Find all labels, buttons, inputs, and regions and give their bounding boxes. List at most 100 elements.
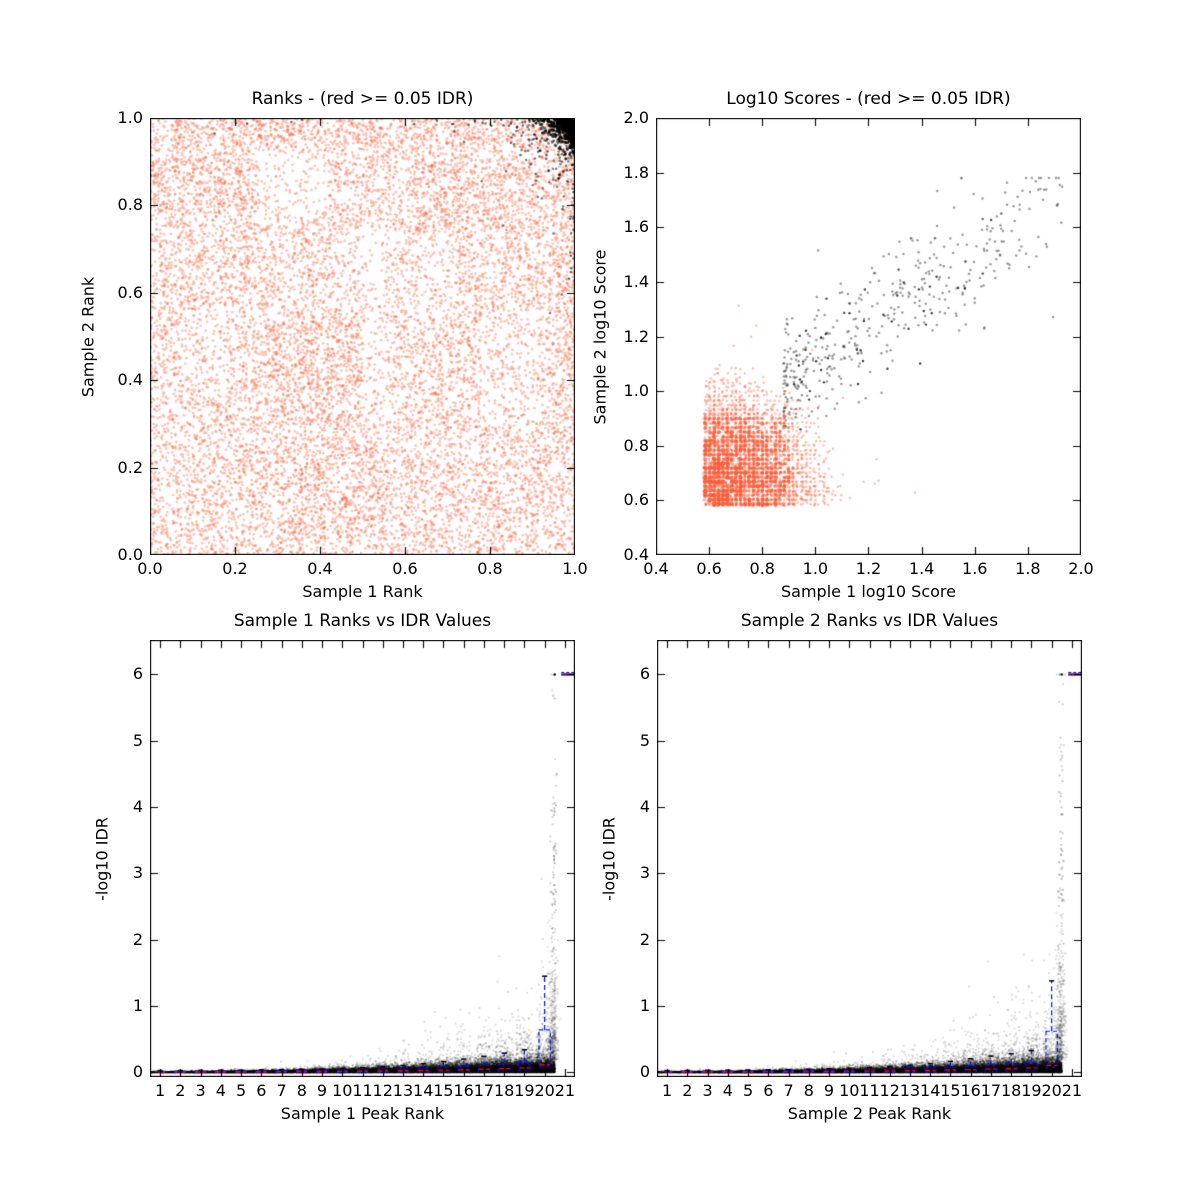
x-tick-label: 12	[372, 1081, 393, 1100]
y-tick-label: 0	[639, 1062, 650, 1082]
x-tick-label: 0.6	[696, 559, 722, 578]
x-tick-label: 16	[453, 1081, 474, 1100]
y-tick-label: 0.2	[117, 457, 143, 477]
y-tick-label: 0.8	[117, 195, 143, 215]
y-tick-label: 0.0	[117, 545, 143, 564]
y-tick-label: 1.0	[117, 108, 143, 127]
y-tick-label: 0.4	[623, 545, 649, 564]
x-tick-label: 7	[276, 1081, 287, 1100]
ranks-x-axis-label: Sample 1 Rank	[302, 582, 423, 601]
y-tick-label: 0	[132, 1062, 143, 1082]
y-tick-label: 1.4	[623, 271, 649, 291]
x-tick-label: 5	[235, 1081, 247, 1100]
idr1-y-axis-label: -log10 IDR	[92, 816, 112, 901]
x-tick-label: 18	[1000, 1081, 1022, 1100]
x-tick-label: 20	[534, 1081, 555, 1100]
x-tick-label: 2.0	[1068, 559, 1094, 578]
x-tick-label: 3	[702, 1081, 713, 1100]
x-tick-label: 0.4	[643, 559, 669, 578]
x-tick-label: 21	[1061, 1081, 1083, 1100]
x-tick-label: 20	[1041, 1081, 1062, 1100]
y-tick-label: 0.4	[117, 370, 143, 390]
idr1-boxplot-canvas	[150, 640, 575, 1077]
y-tick-label: 6	[639, 664, 650, 684]
x-tick-label: 0.8	[749, 559, 775, 578]
y-tick-label: 2	[132, 929, 143, 949]
ranks-scatter-canvas	[150, 118, 575, 555]
y-tick-label: 6	[132, 664, 143, 684]
x-tick-label: 1	[662, 1081, 673, 1100]
x-tick-label: 1.2	[855, 559, 882, 578]
y-tick-label: 3	[132, 863, 143, 883]
x-tick-label: 0.6	[392, 559, 418, 578]
y-tick-label: 1	[639, 996, 650, 1016]
idr2-y-axis-label: -log10 IDR	[599, 816, 619, 901]
idr1-plot-title: Sample 1 Ranks vs IDR Values	[233, 611, 492, 631]
y-tick-label: 2	[639, 929, 650, 949]
x-tick-label: 15	[940, 1081, 961, 1100]
y-tick-label: 1.6	[623, 217, 649, 237]
x-tick-label: 14	[413, 1081, 434, 1100]
x-tick-label: 1.8	[1015, 559, 1041, 578]
x-tick-label: 13	[899, 1081, 921, 1100]
x-tick-label: 8	[296, 1081, 307, 1100]
x-tick-label: 2	[175, 1081, 186, 1100]
y-tick-label: 1.0	[623, 381, 649, 401]
y-tick-label: 5	[132, 730, 143, 750]
idr2-plot-title: Sample 2 Ranks vs IDR Values	[740, 611, 999, 631]
x-tick-label: 3	[195, 1081, 206, 1100]
x-tick-label: 11	[352, 1081, 373, 1100]
y-tick-label: 0.6	[117, 282, 143, 302]
x-tick-label: 17	[473, 1081, 495, 1100]
x-tick-label: 8	[803, 1081, 814, 1100]
ranks-plot-title: Ranks - (red >= 0.05 IDR)	[251, 89, 474, 109]
x-tick-label: 6	[763, 1081, 774, 1100]
x-tick-label: 1.0	[802, 559, 829, 578]
y-tick-label: 0.6	[623, 490, 649, 510]
y-tick-label: 0.8	[623, 435, 649, 455]
scores-scatter-canvas	[656, 118, 1081, 555]
y-tick-label: 4	[132, 797, 143, 817]
x-tick-label: 4	[215, 1081, 226, 1100]
idr2-boxplot-canvas	[657, 640, 1082, 1077]
y-tick-label: 1.8	[623, 162, 649, 182]
x-tick-label: 6	[256, 1081, 267, 1100]
ranks-y-axis-label: Sample 2 Rank	[78, 276, 98, 397]
x-tick-label: 16	[960, 1081, 981, 1100]
y-tick-label: 4	[639, 797, 650, 817]
x-tick-label: 10	[332, 1081, 353, 1100]
x-tick-label: 19	[1021, 1081, 1042, 1100]
x-tick-label: 0.8	[477, 559, 503, 578]
y-tick-label: 5	[639, 730, 650, 750]
x-tick-label: 10	[839, 1081, 860, 1100]
x-tick-label: 4	[722, 1081, 733, 1100]
y-tick-label: 1	[132, 996, 143, 1016]
x-tick-label: 15	[433, 1081, 454, 1100]
x-tick-label: 0.0	[137, 559, 163, 578]
idr2-x-axis-label: Sample 2 Peak Rank	[787, 1104, 952, 1123]
x-tick-label: 19	[514, 1081, 535, 1100]
x-tick-label: 21	[554, 1081, 576, 1100]
x-tick-label: 9	[823, 1081, 835, 1100]
y-tick-label: 1.2	[623, 326, 649, 346]
scores-x-axis-label: Sample 1 log10 Score	[781, 582, 956, 601]
scores-plot-title: Log10 Scores - (red >= 0.05 IDR)	[726, 89, 1011, 109]
x-tick-label: 0.4	[307, 559, 333, 578]
idr1-x-axis-label: Sample 1 Peak Rank	[280, 1104, 445, 1123]
x-tick-label: 13	[392, 1081, 414, 1100]
x-tick-label: 0.2	[222, 559, 248, 578]
x-tick-label: 17	[980, 1081, 1002, 1100]
y-tick-label: 3	[639, 863, 650, 883]
x-tick-label: 9	[316, 1081, 328, 1100]
x-tick-label: 18	[493, 1081, 515, 1100]
x-tick-label: 5	[742, 1081, 754, 1100]
x-tick-label: 14	[920, 1081, 941, 1100]
x-tick-label: 1	[155, 1081, 166, 1100]
x-tick-label: 1.6	[962, 559, 988, 578]
x-tick-label: 1.4	[908, 559, 935, 578]
x-tick-label: 2	[682, 1081, 693, 1100]
x-tick-label: 1.0	[562, 559, 588, 578]
x-tick-label: 11	[859, 1081, 880, 1100]
y-tick-label: 2.0	[623, 108, 649, 127]
